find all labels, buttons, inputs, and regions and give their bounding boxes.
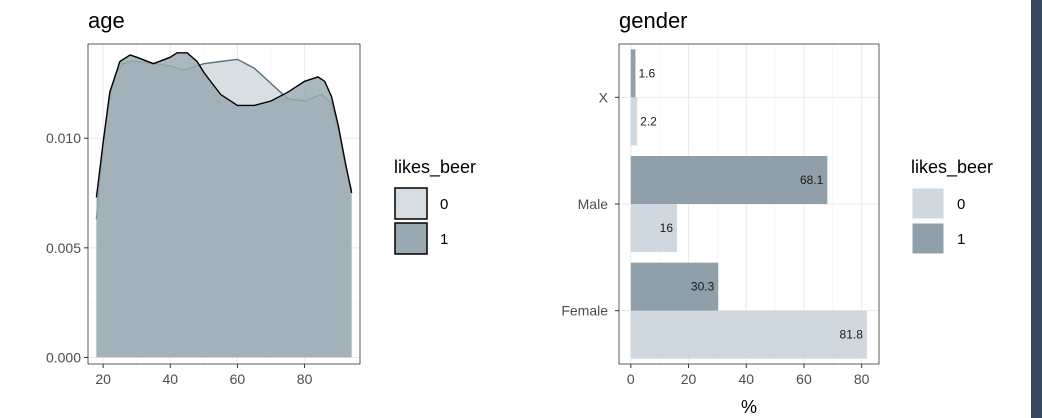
gender-x-tick-label: 40: [738, 371, 754, 387]
density-line-1: [95, 52, 353, 198]
gender-bars: 81.8 16 2.2 30.3 68.1 1.6: [630, 49, 867, 359]
gender-bar-female-1: [630, 262, 719, 311]
age-x-tick-label: 40: [162, 371, 178, 387]
gender-x-tick-label: 60: [796, 371, 812, 387]
gender-x-tick-label: 0: [627, 371, 635, 387]
age-density-chart: age 20 40 60 80 0.000 0.005 0.010: [46, 8, 361, 387]
chart-title-gender: gender: [619, 8, 688, 33]
age-legend: likes_beer 0 1: [394, 157, 476, 255]
age-legend-title: likes_beer: [394, 157, 476, 178]
window-edge-strip: [1031, 0, 1042, 418]
gender-legend: likes_beer 0 1: [911, 157, 993, 255]
age-legend-label-1: 1: [440, 231, 448, 248]
gender-legend-label-1: 1: [957, 231, 965, 248]
gender-bar-chart: gender 81.8 16 2.2 30.3 68.1 1.6 0 20 40 60 80 Fem…: [561, 8, 880, 417]
gender-bar-label: 1.6: [638, 66, 655, 80]
gender-legend-title: likes_beer: [911, 157, 993, 178]
gender-bar-label: 68.1: [800, 173, 824, 187]
gender-x-tick-label: 80: [854, 371, 870, 387]
age-panel-border: [87, 43, 361, 365]
gender-bar-label: 2.2: [640, 114, 657, 128]
gender-legend-swatch-1: [911, 222, 945, 255]
gender-x-tick-label: 20: [681, 371, 697, 387]
chart-title-age: age: [88, 8, 125, 33]
gender-x-axis-title: %: [741, 397, 757, 417]
gender-bar-x-1: [630, 49, 636, 98]
gender-legend-swatch-0: [911, 187, 945, 220]
age-x-tick-label: 20: [95, 371, 111, 387]
gender-y-tick-label: Female: [561, 303, 608, 319]
age-y-tick-label: 0.005: [46, 240, 81, 256]
age-y-tick-label: 0.000: [46, 349, 81, 365]
gender-bar-male-1: [630, 156, 828, 204]
gender-bar-male-0: [630, 204, 678, 252]
age-y-tick-label: 0.010: [46, 130, 81, 146]
gender-y-tick-label: X: [599, 89, 609, 105]
age-legend-swatch-1: [394, 222, 428, 255]
gender-bar-label: 81.8: [840, 328, 864, 342]
gender-bar-label: 16: [660, 221, 674, 235]
age-density-areas: [95, 52, 353, 358]
age-axes: 20 40 60 80 0.000 0.005 0.010: [46, 130, 313, 387]
age-x-tick-label: 60: [230, 371, 246, 387]
gender-bar-label: 30.3: [691, 280, 715, 294]
age-legend-label-0: 0: [440, 196, 448, 213]
gender-legend-label-0: 0: [957, 196, 965, 213]
gender-bar-female-0: [630, 310, 867, 359]
density-area-1: [96, 52, 352, 358]
age-legend-swatch-0: [394, 187, 428, 220]
age-x-tick-label: 80: [297, 371, 313, 387]
gender-bar-x-0: [630, 97, 638, 146]
gender-y-tick-label: Male: [578, 196, 609, 212]
gender-axes: 0 20 40 60 80 Female Male X: [561, 89, 869, 387]
